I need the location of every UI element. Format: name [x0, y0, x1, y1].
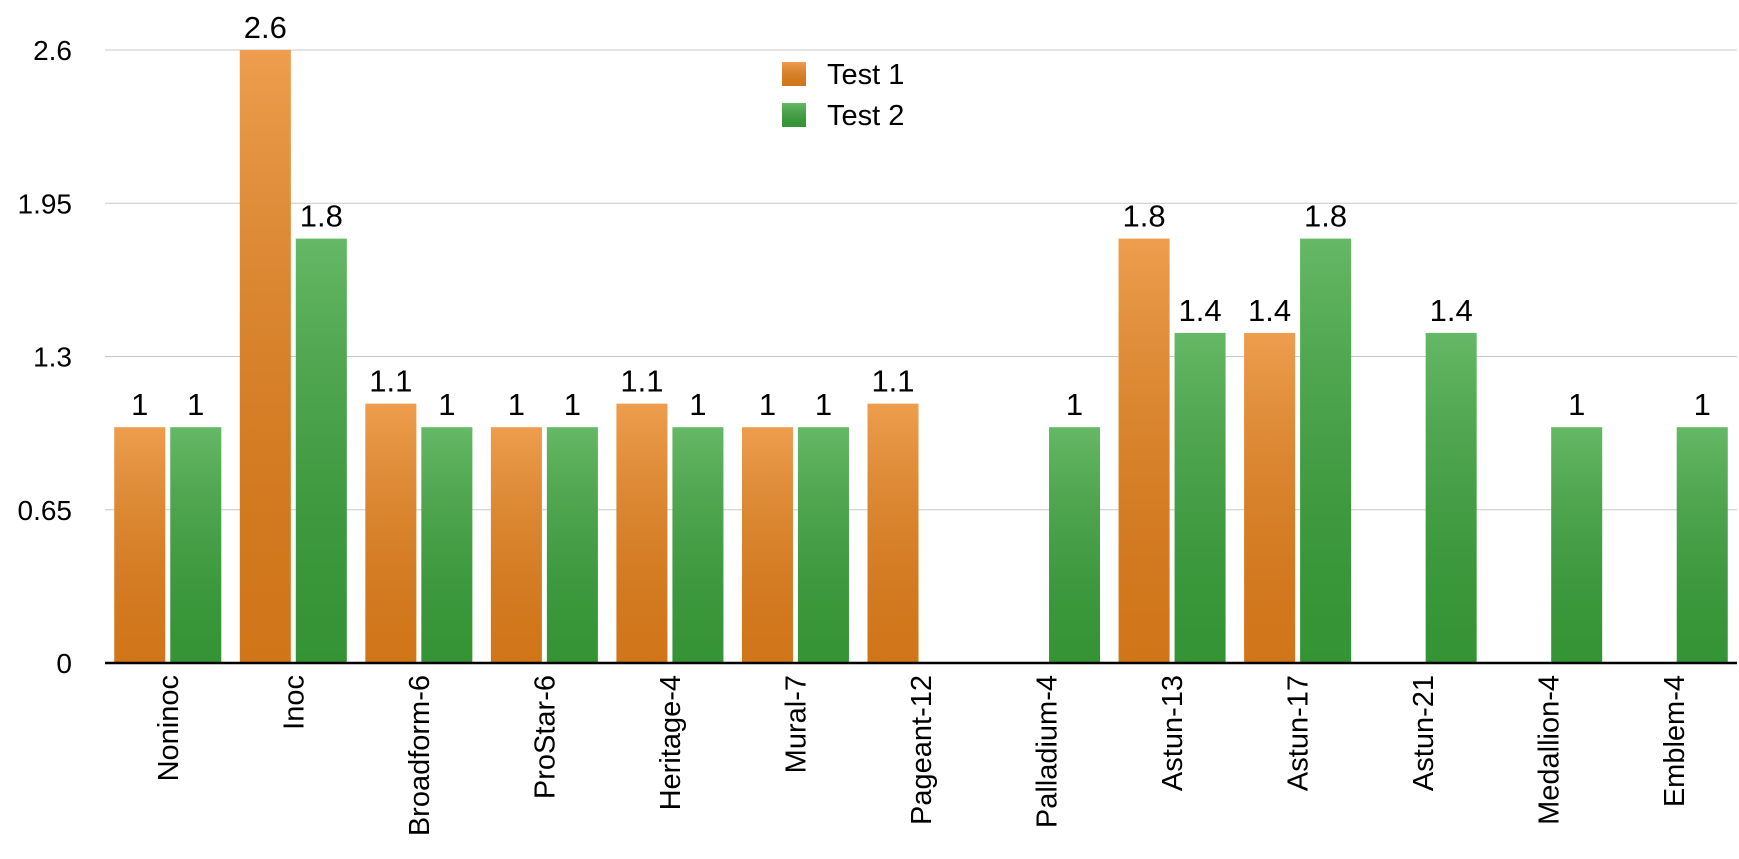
y-tick-label: 2.6 [33, 35, 72, 66]
x-tick-label: Pageant-12 [906, 675, 938, 825]
bar-shading [546, 427, 598, 663]
bar-shading [1425, 332, 1477, 663]
bar-shading [1300, 238, 1352, 663]
bar-shading [1551, 427, 1603, 663]
bar-shading [295, 238, 347, 663]
value-label: 1 [131, 387, 148, 422]
bar-shading [490, 427, 542, 663]
x-tick-label: Medallion-4 [1534, 675, 1566, 825]
value-label: 1.4 [1430, 293, 1473, 328]
x-tick-label: Broadform-6 [404, 675, 436, 836]
value-label: 1.4 [1179, 293, 1222, 328]
value-label: 1.1 [620, 364, 663, 399]
bar-shading [365, 403, 417, 663]
value-label: 1 [1694, 387, 1711, 422]
value-label: 1 [508, 387, 525, 422]
bar-shading [1676, 427, 1728, 663]
bar-shading [741, 427, 793, 663]
bar-shading [1174, 332, 1226, 663]
x-tick-label: Astun-13 [1157, 675, 1189, 791]
y-tick-label: 0.65 [18, 495, 73, 526]
value-label: 1.8 [1123, 199, 1166, 234]
x-tick-label: Astun-21 [1408, 675, 1440, 791]
y-tick-label: 1.3 [33, 342, 72, 373]
legend-label: Test 1 [827, 59, 904, 91]
x-tick-label: Mural-7 [780, 675, 812, 773]
bar-shading [672, 427, 724, 663]
legend-swatch-shading [782, 62, 806, 86]
value-label: 1 [564, 387, 581, 422]
x-tick-label: Astun-17 [1283, 675, 1315, 791]
value-label: 1.8 [1304, 199, 1347, 234]
value-label: 1 [438, 387, 455, 422]
x-tick-label: Palladium-4 [1032, 675, 1064, 828]
x-tick-label: Emblem-4 [1659, 675, 1691, 807]
value-label: 1 [759, 387, 776, 422]
value-label: 1.8 [300, 199, 343, 234]
bar-shading [1118, 238, 1170, 663]
y-tick-label: 0 [56, 648, 72, 679]
bar-shading [114, 427, 166, 663]
legend-label: Test 2 [827, 100, 904, 132]
y-tick-label: 1.95 [18, 188, 73, 219]
value-label: 1 [815, 387, 832, 422]
bar-shading [616, 403, 668, 663]
x-tick-label: Noninoc [153, 675, 185, 781]
bar-shading [797, 427, 849, 663]
x-tick-label: Heritage-4 [655, 675, 687, 810]
value-label: 1.1 [871, 364, 914, 399]
bar-shading [867, 403, 919, 663]
value-label: 1.1 [369, 364, 412, 399]
bar-shading [1244, 332, 1296, 663]
bar-shading [1049, 427, 1101, 663]
value-label: 1 [187, 387, 204, 422]
value-label: 1 [689, 387, 706, 422]
value-label: 1.4 [1248, 293, 1291, 328]
value-label: 1 [1568, 387, 1585, 422]
value-label: 1 [1066, 387, 1083, 422]
bar-shading [239, 50, 291, 663]
bar-shading [170, 427, 222, 663]
bar-shading [421, 427, 473, 663]
legend-swatch-shading [782, 103, 806, 127]
value-label: 2.6 [244, 10, 287, 45]
x-tick-label: ProStar-6 [529, 675, 561, 799]
x-tick-label: Inoc [278, 675, 310, 730]
